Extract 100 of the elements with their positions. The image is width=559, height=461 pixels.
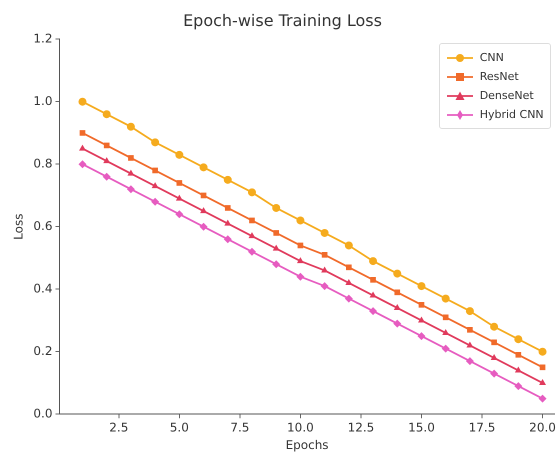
point bbox=[296, 257, 304, 264]
point bbox=[345, 278, 352, 285]
point bbox=[467, 326, 473, 333]
point bbox=[344, 294, 353, 303]
point bbox=[417, 282, 426, 290]
y-tick-label: 0.6 bbox=[33, 218, 52, 233]
point bbox=[369, 307, 378, 316]
point bbox=[128, 155, 134, 161]
x-tick-label: 20.0 bbox=[529, 420, 556, 435]
point bbox=[102, 110, 111, 118]
point bbox=[370, 291, 377, 298]
legend-label: ResNet bbox=[480, 70, 519, 84]
point bbox=[151, 138, 160, 146]
legend-label: Hybrid CNN bbox=[480, 108, 544, 122]
point bbox=[152, 182, 159, 188]
point bbox=[126, 122, 135, 131]
x-tick-label: 15.0 bbox=[408, 420, 435, 435]
point bbox=[248, 248, 256, 256]
point bbox=[442, 344, 450, 353]
point bbox=[224, 205, 231, 211]
x-tick-label: 5.0 bbox=[170, 420, 189, 435]
point bbox=[248, 232, 256, 238]
point bbox=[394, 304, 401, 310]
y-tick-label: 1.0 bbox=[33, 94, 52, 108]
point bbox=[466, 357, 474, 366]
x-tick-label: 17.5 bbox=[468, 420, 496, 435]
point bbox=[370, 276, 376, 283]
legend-label: CNN bbox=[480, 51, 504, 64]
point bbox=[516, 352, 522, 358]
point bbox=[248, 188, 256, 196]
point bbox=[393, 320, 402, 328]
point bbox=[442, 294, 450, 303]
point bbox=[418, 302, 424, 308]
point bbox=[79, 144, 86, 151]
point bbox=[442, 328, 450, 335]
point bbox=[273, 230, 280, 236]
point bbox=[249, 218, 255, 224]
point bbox=[466, 341, 474, 348]
point bbox=[490, 322, 498, 331]
legend-label: DenseNet bbox=[480, 89, 534, 102]
point bbox=[176, 180, 182, 186]
point bbox=[321, 266, 328, 272]
point bbox=[296, 272, 304, 281]
point bbox=[538, 394, 547, 403]
y-tick-label: 0.2 bbox=[33, 344, 52, 358]
point bbox=[394, 289, 400, 296]
point bbox=[78, 160, 86, 168]
point bbox=[346, 264, 352, 270]
point bbox=[224, 176, 232, 184]
point bbox=[298, 242, 304, 248]
point bbox=[175, 150, 184, 159]
point bbox=[200, 222, 208, 231]
point bbox=[491, 339, 497, 346]
point bbox=[151, 198, 160, 206]
x-tick-label: 10.0 bbox=[287, 420, 314, 435]
point bbox=[102, 172, 111, 181]
point bbox=[418, 316, 425, 322]
x-tick-label: 12.5 bbox=[348, 420, 374, 435]
point bbox=[442, 314, 449, 320]
y-tick-label: 0.4 bbox=[33, 281, 52, 296]
point bbox=[538, 348, 547, 356]
y-tick-label: 0.0 bbox=[33, 406, 52, 420]
point bbox=[103, 157, 110, 164]
point bbox=[200, 192, 206, 198]
x-tick-label: 2.5 bbox=[109, 420, 128, 435]
chart-title: Epoch-wise Training Loss bbox=[183, 10, 382, 30]
point bbox=[514, 335, 522, 344]
point bbox=[514, 366, 522, 372]
point bbox=[539, 378, 546, 385]
y-tick-label: 0.8 bbox=[33, 156, 52, 170]
point bbox=[126, 185, 135, 194]
point bbox=[320, 228, 329, 237]
point bbox=[104, 142, 110, 148]
point bbox=[200, 163, 208, 172]
point bbox=[466, 307, 474, 316]
point bbox=[296, 216, 304, 224]
point bbox=[272, 260, 280, 268]
point bbox=[224, 220, 232, 226]
point bbox=[369, 257, 378, 266]
point bbox=[393, 270, 402, 278]
point bbox=[490, 354, 498, 360]
point bbox=[514, 382, 522, 390]
point bbox=[490, 370, 498, 378]
point bbox=[320, 282, 329, 290]
point bbox=[322, 252, 328, 258]
point bbox=[80, 130, 86, 136]
point bbox=[224, 235, 232, 244]
point bbox=[344, 241, 353, 250]
point bbox=[152, 168, 158, 174]
point bbox=[176, 194, 183, 201]
point bbox=[127, 170, 134, 176]
point bbox=[272, 244, 280, 251]
point bbox=[272, 204, 280, 212]
point bbox=[417, 332, 426, 340]
point bbox=[78, 98, 86, 106]
point bbox=[175, 210, 184, 218]
point bbox=[540, 364, 546, 370]
x-axis-title: Epochs bbox=[286, 438, 329, 452]
y-tick-label: 1.2 bbox=[33, 31, 52, 46]
y-axis-title: Loss bbox=[11, 214, 26, 240]
